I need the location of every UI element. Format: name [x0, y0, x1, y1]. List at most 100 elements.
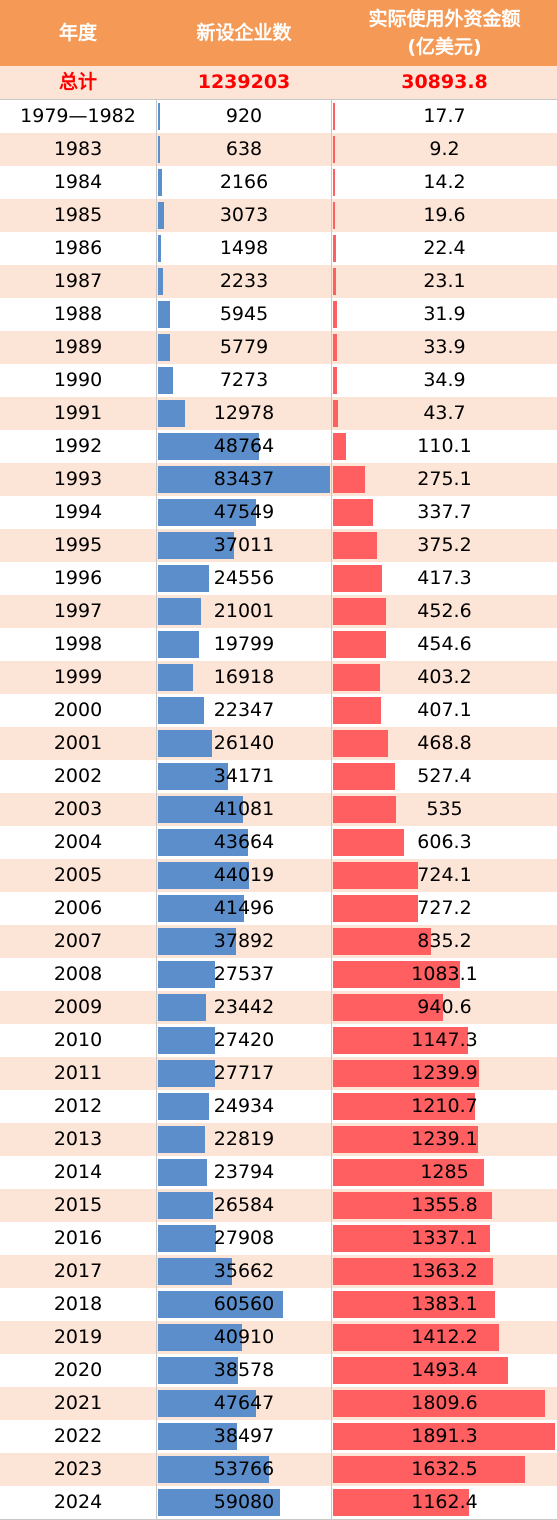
column-divider: [331, 1420, 332, 1453]
amount-value: 110.1: [417, 435, 472, 457]
amount-cell: 375.2: [332, 529, 557, 562]
column-divider: [156, 760, 157, 793]
count-data-bar: [158, 1423, 237, 1450]
amount-cell: 1412.2: [332, 1321, 557, 1354]
amount-value: 1147.3: [411, 1029, 478, 1051]
amount-value: 43.7: [423, 402, 466, 424]
count-data-bar: [158, 400, 185, 427]
year-cell: 1988: [53, 303, 103, 325]
amount-value: 9.2: [429, 138, 460, 160]
amount-data-bar: [333, 367, 337, 394]
count-data-bar: [158, 1390, 256, 1417]
count-cell: 47549: [157, 496, 331, 529]
amount-data-bar: [333, 1126, 478, 1153]
amount-cell: 1239.1: [332, 1123, 557, 1156]
column-divider: [331, 1321, 332, 1354]
column-divider: [331, 199, 332, 232]
column-divider: [156, 1024, 157, 1057]
amount-value: 527.4: [417, 765, 472, 787]
year-cell: 1994: [53, 501, 103, 523]
amount-value: 454.6: [417, 633, 472, 655]
count-cell: 920: [157, 100, 331, 133]
table-row: 2001 26140 468.8: [0, 727, 557, 761]
column-divider: [156, 1255, 157, 1288]
count-value: 23442: [213, 996, 275, 1018]
count-value: 41081: [213, 798, 275, 820]
column-divider: [331, 1090, 332, 1123]
amount-cell: 1210.7: [332, 1090, 557, 1123]
count-value: 22347: [213, 699, 275, 721]
column-divider: [331, 1222, 332, 1255]
year-cell: 2021: [53, 1392, 103, 1414]
amount-data-bar: [333, 1357, 508, 1384]
table-row: 1997 21001 452.6: [0, 595, 557, 629]
count-value: 40910: [213, 1326, 275, 1348]
header-count: 新设企业数: [157, 0, 331, 66]
column-divider: [331, 331, 332, 364]
table-row: 2000 22347 407.1: [0, 694, 557, 728]
column-divider: [156, 859, 157, 892]
amount-cell: 1355.8: [332, 1189, 557, 1222]
year-cell: 1987: [53, 270, 103, 292]
amount-value: 1632.5: [411, 1458, 478, 1480]
table-row: 1985 3073 19.6: [0, 199, 557, 233]
year-cell: 1992: [53, 435, 103, 457]
year-cell: 2011: [53, 1062, 103, 1084]
year-cell: 1985: [53, 204, 103, 226]
year-cell: 2013: [53, 1128, 103, 1150]
table-row: 2016 27908 1337.1: [0, 1222, 557, 1256]
amount-cell: 33.9: [332, 331, 557, 364]
amount-cell: 31.9: [332, 298, 557, 331]
amount-cell: 403.2: [332, 661, 557, 694]
count-cell: 40910: [157, 1321, 331, 1354]
column-divider: [331, 628, 332, 661]
column-divider: [156, 430, 157, 463]
amount-cell: 1493.4: [332, 1354, 557, 1387]
table-row: 2013 22819 1239.1: [0, 1123, 557, 1157]
count-data-bar: [158, 466, 330, 493]
column-divider: [331, 562, 332, 595]
column-divider: [331, 595, 332, 628]
column-divider: [156, 1189, 157, 1222]
count-cell: 41081: [157, 793, 331, 826]
amount-value: 19.6: [423, 204, 466, 226]
year-cell: 1990: [53, 369, 103, 391]
count-data-bar: [158, 730, 212, 757]
column-divider: [331, 661, 332, 694]
count-cell: 43664: [157, 826, 331, 859]
amount-value: 22.4: [423, 237, 466, 259]
column-divider: [331, 1453, 332, 1486]
count-cell: 12978: [157, 397, 331, 430]
amount-data-bar: [333, 268, 336, 295]
column-divider: [156, 958, 157, 991]
count-value: 2166: [219, 171, 269, 193]
amount-cell: 337.7: [332, 496, 557, 529]
count-data-bar: [158, 1027, 215, 1054]
count-cell: 638: [157, 133, 331, 166]
count-cell: 27908: [157, 1222, 331, 1255]
year-cell: 1996: [53, 567, 103, 589]
column-divider: [156, 1354, 157, 1387]
year-cell: 2022: [53, 1425, 103, 1447]
table-row: 1991 12978 43.7: [0, 397, 557, 431]
count-data-bar: [158, 367, 173, 394]
column-divider: [156, 727, 157, 760]
amount-value: 940.6: [417, 996, 472, 1018]
column-divider: [156, 364, 157, 397]
header-amount-label: 实际使用外资金额: [368, 8, 521, 30]
year-cell: 1993: [53, 468, 103, 490]
amount-cell: 110.1: [332, 430, 557, 463]
amount-cell: 1162.4: [332, 1486, 557, 1519]
header-count-label: 新设企业数: [196, 22, 292, 44]
amount-value: 1383.1: [411, 1293, 478, 1315]
amount-value: 1891.3: [411, 1425, 478, 1447]
count-cell: 7273: [157, 364, 331, 397]
column-divider: [156, 1057, 157, 1090]
column-divider: [331, 826, 332, 859]
count-cell: 59080: [157, 1486, 331, 1519]
count-value: 16918: [213, 666, 275, 688]
column-divider: [331, 1123, 332, 1156]
amount-cell: 34.9: [332, 364, 557, 397]
amount-data-bar: [333, 1027, 468, 1054]
amount-value: 452.6: [417, 600, 472, 622]
